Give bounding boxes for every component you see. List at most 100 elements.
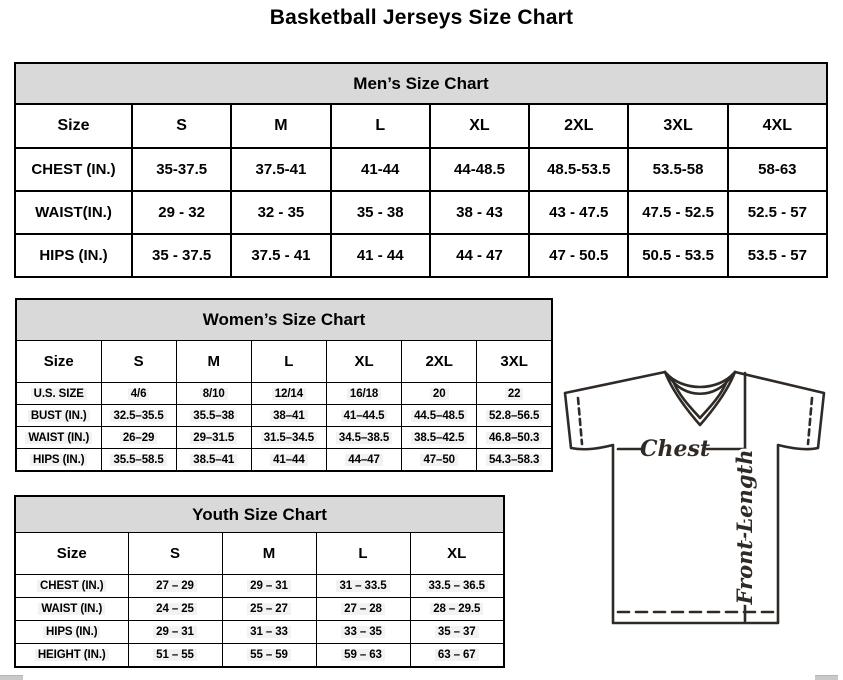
womens-size-chart: Women’s Size Chart Size S M L XL 2XL 3XL…: [15, 298, 553, 472]
column-header-size: Size: [14, 532, 129, 575]
value-cell: 35 – 37: [409, 620, 505, 644]
table-row: HIPS (IN.) 35.5–58.5 38.5–41 41–44 44–47…: [15, 448, 553, 472]
table-row: CHEST (IN.) 27 – 29 29 – 31 31 – 33.5 33…: [14, 574, 505, 598]
value-cell: 43 - 47.5: [528, 190, 630, 235]
value-cell: 31 – 33.5: [315, 574, 411, 598]
column-header: XL: [325, 340, 403, 383]
value-cell: 35 - 37.5: [130, 233, 233, 278]
table-row: HIPS (IN.) 29 – 31 31 – 33 33 – 35 35 – …: [14, 620, 505, 644]
vneck-outer: [663, 370, 737, 427]
value-cell: 46.8–50.3: [476, 426, 553, 449]
value-cell: 35.5–58.5: [100, 448, 177, 472]
table-row: Size S M L XL 2XL 3XL: [15, 340, 553, 383]
column-header: M: [230, 103, 332, 149]
table-row: Women’s Size Chart: [15, 298, 553, 341]
column-header: M: [175, 340, 252, 383]
row-label: WAIST (IN.): [14, 597, 129, 621]
value-cell: 32.5–35.5: [100, 404, 177, 427]
table-row: Size S M L XL 2XL 3XL 4XL: [14, 103, 829, 149]
value-cell: 34.5–38.5: [325, 426, 403, 449]
table-row: BUST (IN.) 32.5–35.5 35.5–38 38–41 41–44…: [15, 404, 553, 427]
value-cell: 58-63: [726, 147, 829, 192]
value-cell: 12/14: [250, 382, 327, 405]
column-header: M: [221, 532, 317, 575]
column-header: 4XL: [726, 103, 829, 149]
value-cell: 29–31.5: [175, 426, 252, 449]
table-row: WAIST (IN.) 26–29 29–31.5 31.5–34.5 34.5…: [15, 426, 553, 449]
value-cell: 53.5-58: [627, 147, 729, 192]
value-cell: 16/18: [325, 382, 403, 405]
table-row: WAIST(IN.) 29 - 32 32 - 35 35 - 38 38 - …: [14, 190, 829, 235]
value-cell: 38.5–42.5: [401, 426, 478, 449]
value-cell: 44–47: [325, 448, 403, 472]
row-label: HEIGHT (IN.): [14, 643, 129, 668]
value-cell: 33 – 35: [315, 620, 411, 644]
value-cell: 31 – 33: [221, 620, 317, 644]
value-cell: 26–29: [100, 426, 177, 449]
column-header: L: [315, 532, 411, 575]
column-header: S: [127, 532, 223, 575]
value-cell: 47 - 50.5: [528, 233, 630, 278]
value-cell: 29 – 31: [221, 574, 317, 598]
value-cell: 47–50: [401, 448, 478, 472]
value-cell: 29 – 31: [127, 620, 223, 644]
value-cell: 53.5 - 57: [726, 233, 829, 278]
value-cell: 50.5 - 53.5: [627, 233, 729, 278]
value-cell: 20: [401, 382, 478, 405]
right-cuff-dashes: [806, 396, 814, 446]
value-cell: 38.5–41: [175, 448, 252, 472]
chest-label: Chest: [640, 436, 710, 462]
value-cell: 41-44: [329, 147, 431, 192]
column-header: L: [329, 103, 431, 149]
row-label: BUST (IN.): [15, 404, 102, 427]
table-row: U.S. SIZE 4/6 8/10 12/14 16/18 20 22: [15, 382, 553, 405]
value-cell: 37.5-41: [230, 147, 332, 192]
table-row: HIPS (IN.) 35 - 37.5 37.5 - 41 41 - 44 4…: [14, 233, 829, 278]
column-header: XL: [409, 532, 505, 575]
row-label: HIPS (IN.): [14, 620, 129, 644]
value-cell: 24 – 25: [127, 597, 223, 621]
mens-chart-title: Men’s Size Chart: [14, 62, 828, 105]
column-header: 3XL: [627, 103, 729, 149]
womens-chart-title: Women’s Size Chart: [15, 298, 553, 341]
value-cell: 38–41: [250, 404, 327, 427]
row-label: CHEST (IN.): [14, 147, 133, 192]
row-label: HIPS (IN.): [15, 448, 102, 472]
value-cell: 59 – 63: [315, 643, 411, 668]
value-cell: 37.5 - 41: [230, 233, 332, 278]
column-header: S: [100, 340, 177, 383]
front-length-label: Front Length: [732, 450, 757, 606]
mens-size-chart: Men’s Size Chart Size S M L XL 2XL 3XL 4…: [14, 62, 829, 278]
value-cell: 51 – 55: [127, 643, 223, 668]
value-cell: 35-37.5: [130, 147, 233, 192]
value-cell: 31.5–34.5: [250, 426, 327, 449]
value-cell: 35 - 38: [329, 190, 431, 235]
row-label: HIPS (IN.): [14, 233, 133, 278]
value-cell: 8/10: [175, 382, 252, 405]
vneck-inner: [671, 379, 729, 420]
value-cell: 33.5 – 36.5: [409, 574, 505, 598]
value-cell: 38 - 43: [428, 190, 531, 235]
value-cell: 29 - 32: [130, 190, 233, 235]
value-cell: 25 – 27: [221, 597, 317, 621]
value-cell: 54.3–58.3: [476, 448, 553, 472]
value-cell: 44.5–48.5: [401, 404, 478, 427]
column-header-size: Size: [15, 340, 102, 383]
h-scrollbar-fragment-left[interactable]: [0, 675, 23, 680]
value-cell: 44 - 47: [428, 233, 531, 278]
value-cell: 52.8–56.5: [476, 404, 553, 427]
page-title: Basketball Jerseys Size Chart: [269, 6, 574, 29]
jersey-outline: [563, 370, 826, 625]
column-header: L: [250, 340, 327, 383]
h-scrollbar-fragment-right[interactable]: [815, 675, 838, 680]
left-cuff-dashes: [576, 396, 584, 446]
table-row: CHEST (IN.) 35-37.5 37.5-41 41-44 44-48.…: [14, 147, 829, 192]
youth-size-chart: Youth Size Chart Size S M L XL CHEST (IN…: [14, 495, 505, 668]
table-row: HEIGHT (IN.) 51 – 55 55 – 59 59 – 63 63 …: [14, 643, 505, 668]
value-cell: 32 - 35: [230, 190, 332, 235]
youth-chart-title: Youth Size Chart: [14, 495, 505, 533]
column-header: 2XL: [528, 103, 630, 149]
column-header-size: Size: [14, 103, 133, 149]
table-row: WAIST (IN.) 24 – 25 25 – 27 27 – 28 28 –…: [14, 597, 505, 621]
column-header: XL: [428, 103, 531, 149]
